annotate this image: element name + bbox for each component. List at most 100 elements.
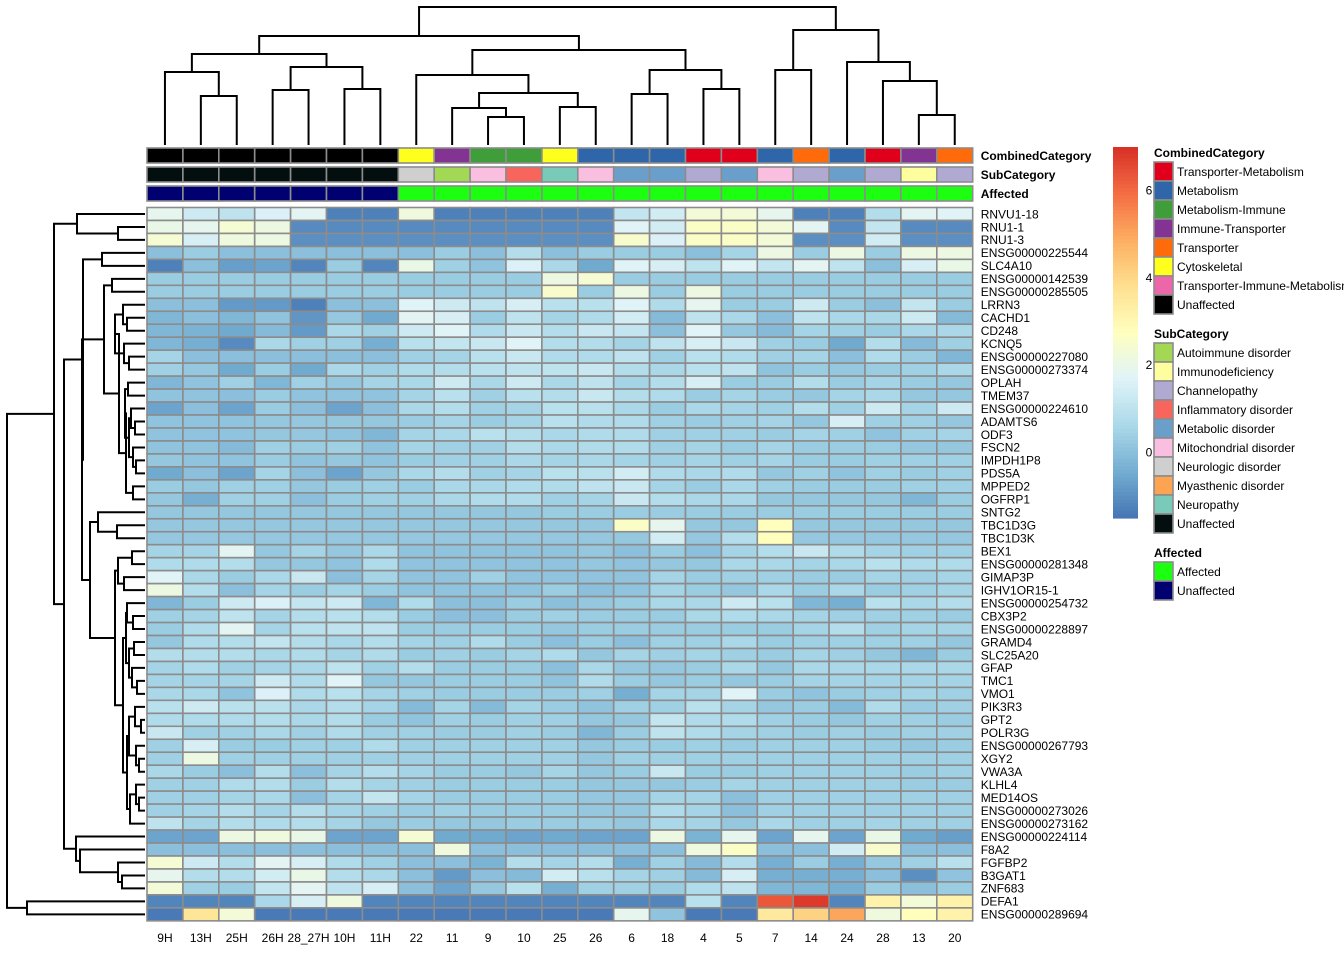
heatmap-cell [828, 855, 866, 870]
heatmap-cell [325, 686, 364, 702]
heatmap-cell [397, 505, 435, 520]
heatmap-cell [505, 284, 543, 300]
heatmap-cell [469, 855, 507, 870]
heatmap-cell [756, 284, 794, 300]
heatmap-cell [612, 517, 651, 533]
legend-swatch [1153, 361, 1174, 382]
heatmap-cell [720, 712, 759, 728]
color-scale-segment [1113, 325, 1138, 330]
heatmap-cell [325, 284, 364, 300]
heatmap-cell [612, 569, 651, 585]
heatmap-cell [433, 647, 471, 663]
heatmap-cell [505, 530, 543, 546]
annotation-cell [720, 166, 759, 183]
color-scale-segment [1113, 258, 1138, 263]
heatmap-cell [576, 206, 615, 222]
heatmap-cell [505, 829, 543, 844]
heatmap-cell [576, 466, 615, 481]
heatmap-cell [289, 517, 328, 533]
heatmap-cell [361, 258, 400, 274]
heatmap-cell [541, 647, 579, 663]
legend-item-label: Cytoskeletal [1177, 260, 1242, 274]
heatmap-cell [900, 505, 938, 520]
heatmap-cell [684, 401, 723, 416]
heatmap-cell [935, 751, 974, 767]
heatmap-cell [182, 829, 220, 844]
heatmap-cell [505, 323, 543, 339]
heatmap-cell [325, 582, 364, 598]
heatmap-cell [433, 375, 471, 390]
heatmap-cell [182, 492, 220, 507]
heatmap-cell [361, 751, 400, 767]
heatmap-cell [612, 816, 651, 831]
heatmap-cell [828, 479, 866, 494]
heatmap-cell [289, 829, 328, 844]
heatmap-cell [756, 738, 794, 754]
heatmap-cell [218, 543, 256, 559]
heatmap-cell [433, 232, 471, 248]
heatmap-cell [325, 479, 364, 494]
heatmap-cell [648, 777, 687, 792]
heatmap-cell [325, 232, 364, 248]
heatmap-cell [361, 505, 400, 520]
heatmap-cell [684, 738, 723, 754]
heatmap-cell [935, 608, 974, 624]
heatmap-cell [469, 466, 507, 481]
heatmap-cell [720, 816, 759, 831]
heatmap-cell [361, 297, 400, 313]
annotation-cell [900, 166, 938, 183]
heatmap-cell [612, 647, 651, 663]
heatmap-cell [720, 790, 759, 805]
heatmap-cell [182, 219, 220, 235]
heatmap-cell [218, 725, 256, 741]
heatmap-cell [720, 868, 759, 883]
color-scale-tick: 6 [1146, 184, 1153, 198]
heatmap-cell [612, 453, 651, 468]
heatmap-cell [828, 751, 866, 767]
heatmap-cell [469, 440, 507, 455]
heatmap-cell [469, 816, 507, 831]
heatmap-cell [146, 349, 184, 364]
heatmap-cell [289, 582, 328, 598]
heatmap-cell [900, 310, 938, 326]
heatmap-cell [935, 284, 974, 300]
annotation-cell [900, 147, 938, 164]
heatmap-cell [289, 725, 328, 741]
dendrogram-branch [199, 95, 238, 145]
heatmap-cell [397, 362, 435, 377]
heatmap-cell [397, 427, 435, 442]
heatmap-cell [612, 829, 651, 844]
heatmap-cell [505, 349, 543, 364]
heatmap-cell [397, 907, 435, 922]
heatmap-cell [684, 466, 723, 481]
heatmap-cell [182, 842, 220, 857]
heatmap-cell [648, 517, 687, 533]
heatmap-cell [828, 907, 866, 922]
heatmap-cell [289, 401, 328, 416]
heatmap-cell [182, 608, 220, 624]
heatmap-cell [828, 271, 866, 287]
color-scale-segment [1113, 354, 1138, 360]
row-label: DEFA1 [981, 895, 1019, 909]
heatmap-cell [612, 284, 651, 300]
heatmap-cell [576, 894, 615, 909]
heatmap-cell [935, 712, 974, 728]
heatmap-cell [935, 517, 974, 533]
heatmap-cell [361, 517, 400, 533]
heatmap-cell [361, 543, 400, 559]
heatmap-cell [720, 453, 759, 468]
heatmap-cell [900, 608, 938, 624]
heatmap-cell [218, 829, 256, 844]
heatmap-cell [648, 894, 687, 909]
heatmap-cell [505, 634, 543, 650]
row-label: GFAP [981, 661, 1013, 675]
heatmap-cell [218, 803, 256, 818]
heatmap-cell [289, 608, 328, 624]
heatmap-cell [397, 881, 435, 896]
heatmap-cell [935, 816, 974, 831]
heatmap-cell [325, 842, 364, 857]
heatmap-cell [182, 712, 220, 728]
heatmap-cell [182, 790, 220, 805]
heatmap-cell [541, 725, 579, 741]
row-label: MED14OS [981, 791, 1038, 805]
